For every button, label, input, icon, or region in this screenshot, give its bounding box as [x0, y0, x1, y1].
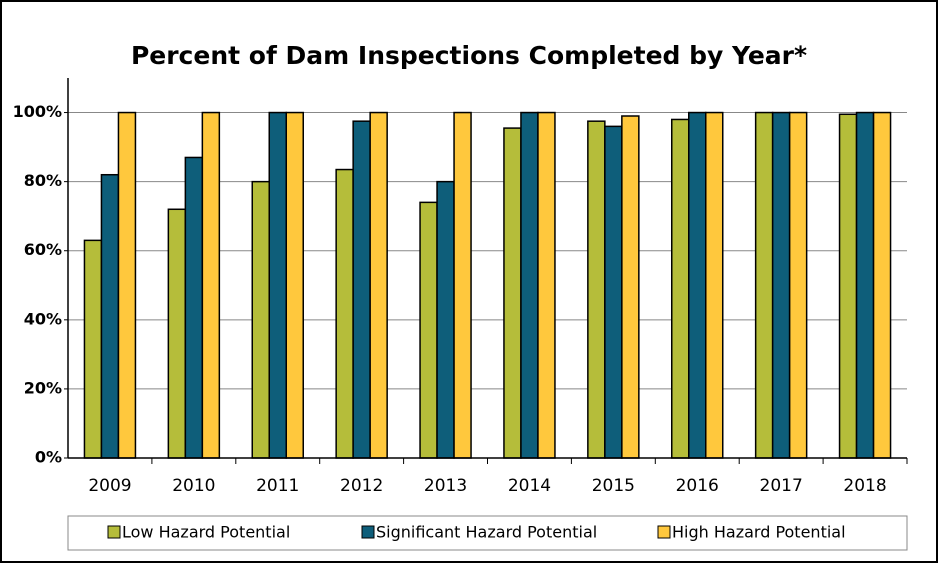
y-tick-label: 0%: [35, 448, 62, 467]
bar: [201, 111, 221, 459]
x-tick-label: 2013: [424, 476, 467, 496]
x-tick-label: 2018: [843, 476, 886, 496]
legend-swatch: [361, 525, 375, 539]
bar: [688, 111, 707, 459]
x-tick-label: 2015: [592, 476, 635, 496]
bar: [453, 111, 472, 459]
bar: [184, 156, 204, 459]
bar: [335, 168, 354, 459]
bar: [419, 201, 438, 459]
x-tick-label: 2010: [172, 476, 215, 496]
bar: [838, 113, 858, 459]
legend-box: [67, 515, 908, 551]
x-tick-label: 2016: [676, 476, 719, 496]
x-tick-label: 2012: [340, 476, 383, 496]
bar: [872, 111, 892, 459]
bar: [436, 180, 455, 459]
x-tick-label: 2009: [88, 476, 131, 496]
legend-swatch: [107, 525, 121, 539]
bar: [268, 111, 287, 459]
bar: [587, 120, 606, 459]
bar: [604, 125, 623, 459]
bar: [352, 120, 371, 459]
bar: [754, 111, 774, 459]
y-tick-label: 80%: [24, 171, 62, 190]
x-tick-label: 2011: [256, 476, 299, 496]
bar: [100, 173, 120, 459]
bar: [251, 180, 270, 459]
bar: [788, 111, 808, 459]
bar: [705, 111, 724, 459]
legend-label: High Hazard Potential: [672, 523, 846, 542]
legend-label: Significant Hazard Potential: [376, 523, 597, 542]
y-tick-label: 20%: [24, 378, 62, 397]
bar: [621, 115, 640, 459]
bar: [369, 111, 388, 459]
bar: [83, 239, 103, 459]
legend-swatch: [657, 525, 671, 539]
bar: [503, 127, 522, 459]
bar: [117, 111, 137, 459]
y-tick-label: 60%: [24, 240, 62, 259]
bar: [671, 118, 690, 459]
bar: [537, 111, 556, 459]
x-tick-label: 2017: [760, 476, 803, 496]
bar: [285, 111, 304, 459]
bar: [167, 208, 187, 459]
y-tick-label: 40%: [24, 309, 62, 328]
bar: [771, 111, 791, 459]
bar: [855, 111, 875, 459]
chart-title: Percent of Dam Inspections Completed by …: [131, 41, 807, 70]
bar: [520, 111, 539, 459]
legend-label: Low Hazard Potential: [122, 523, 290, 542]
y-tick-label: 100%: [13, 102, 62, 121]
x-tick-label: 2014: [508, 476, 551, 496]
